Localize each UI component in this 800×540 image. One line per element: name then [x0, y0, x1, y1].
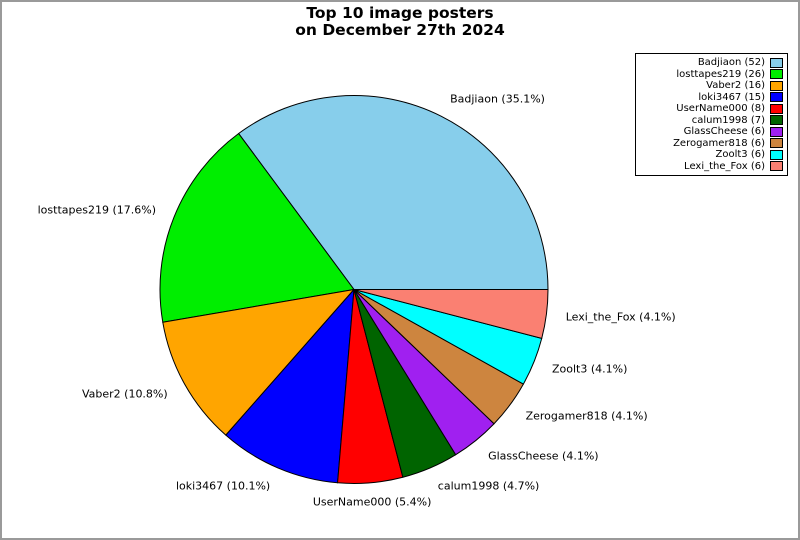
slice-label-calum1998: calum1998 (4.7%)	[437, 479, 540, 493]
legend-color-swatch	[770, 115, 783, 126]
legend-item-GlassCheese: GlassCheese (6)	[640, 126, 783, 138]
legend-color-swatch	[770, 149, 783, 160]
slice-label-Badjiaon: Badjiaon (35.1%)	[450, 92, 545, 106]
legend-item-Vaber2: Vaber2 (16)	[640, 80, 783, 92]
legend-color-swatch	[770, 57, 783, 68]
chart-title-line2: on December 27th 2024	[295, 20, 505, 39]
pie-slice-losttapes219	[159, 133, 355, 323]
chart-title: Top 10 image posters on December 27th 20…	[2, 5, 798, 38]
legend-item-label: Badjiaon (52)	[697, 57, 765, 69]
legend-color-swatch	[770, 161, 783, 172]
legend-item-label: GlassCheese (6)	[683, 126, 765, 138]
legend-item-Badjiaon: Badjiaon (52)	[640, 57, 783, 69]
slice-label-Vaber2: Vaber2 (10.8%)	[81, 387, 168, 401]
pie-slice-loki3467	[225, 289, 355, 484]
slice-label-Zoolt3: Zoolt3 (4.1%)	[552, 362, 628, 376]
legend-item-Lexi_the_Fox: Lexi_the_Fox (6)	[640, 161, 783, 173]
legend-color-swatch	[770, 92, 783, 103]
pie-slice-Lexi_the_Fox	[353, 289, 549, 339]
slice-label-UserName000: UserName000 (5.4%)	[312, 495, 432, 509]
legend-item-loki3467: loki3467 (15)	[640, 92, 783, 104]
legend: Badjiaon (52) losttapes219 (26) Vaber2 (16…	[635, 53, 788, 176]
legend-item-calum1998: calum1998 (7)	[640, 115, 783, 127]
slice-label-losttapes219: losttapes219 (17.6%)	[37, 203, 156, 217]
legend-item-label: calum1998 (7)	[691, 114, 765, 126]
slice-label-Lexi_the_Fox: Lexi_the_Fox (4.1%)	[565, 310, 676, 324]
slice-label-loki3467: loki3467 (10.1%)	[175, 479, 271, 493]
legend-color-swatch	[770, 138, 783, 149]
legend-color-swatch	[770, 80, 783, 91]
legend-item-Zerogamer818: Zerogamer818 (6)	[640, 138, 783, 150]
slice-label-GlassCheese: GlassCheese (4.1%)	[488, 449, 599, 462]
legend-color-swatch	[770, 69, 783, 80]
legend-color-swatch	[770, 103, 783, 114]
chart-title-line1: Top 10 image posters	[306, 4, 494, 22]
pie-slice-Badjiaon	[238, 95, 549, 290]
slice-label-Zerogamer818: Zerogamer818 (4.1%)	[525, 409, 648, 423]
pie-slice-Vaber2	[162, 289, 355, 436]
legend-item-Zoolt3: Zoolt3 (6)	[640, 149, 783, 161]
legend-item-label: Lexi_the_Fox (6)	[684, 160, 765, 172]
legend-item-label: Zoolt3 (6)	[715, 149, 766, 161]
legend-item-label: UserName000 (8)	[676, 103, 765, 115]
legend-item-label: Zerogamer818 (6)	[673, 137, 765, 149]
legend-item-label: loki3467 (15)	[698, 91, 765, 103]
legend-item-UserName000: UserName000 (8)	[640, 103, 783, 115]
legend-item-label: losttapes219 (26)	[676, 68, 765, 80]
legend-item-losttapes219: losttapes219 (26)	[640, 69, 783, 81]
legend-item-label: Vaber2 (16)	[706, 80, 765, 92]
legend-color-swatch	[770, 126, 783, 137]
